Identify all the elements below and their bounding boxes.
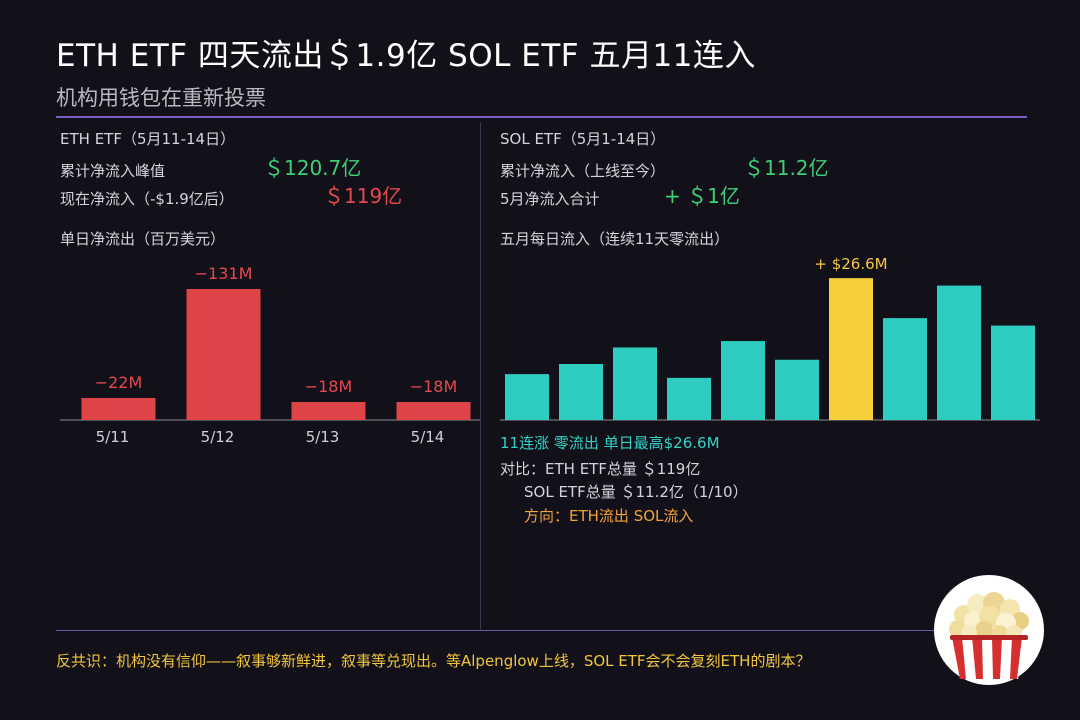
sol-cum-value: ＄11.2亿 [744, 156, 829, 180]
compare-line-eth: 对比：ETH ETF总量 ＄119亿 [500, 460, 701, 478]
eth-tick-label: 5/11 [96, 428, 130, 446]
eth-outflow-chart: −22M 5/11 −131M 5/12 −18M 5/13 −18M 5/14 [60, 264, 480, 446]
eth-bar-label: −22M [95, 373, 143, 392]
sol-inflow-chart: + $26.6M [500, 255, 1040, 421]
eth-bar-label: −18M [305, 377, 353, 396]
sol-summary: 11连涨 零流出 单日最高$26.6M [500, 434, 720, 452]
eth-bar [81, 398, 156, 420]
sol-bar [991, 325, 1035, 420]
sol-may-value: + ＄1亿 [664, 184, 740, 208]
eth-peak-label: 累计净流入峰值 [60, 162, 166, 180]
footer-divider [56, 630, 1027, 631]
column-divider [480, 122, 481, 630]
sol-bar [613, 347, 657, 420]
page-subtitle: 机构用钱包在重新投票 [56, 86, 266, 110]
sol-bar [721, 341, 765, 420]
eth-heading: ETH ETF（5月11-14日） [60, 130, 236, 148]
sol-bar [559, 364, 603, 420]
eth-bar [291, 402, 366, 420]
eth-tick-label: 5/13 [306, 428, 340, 446]
sol-bar-label: + $26.6M [814, 255, 887, 273]
eth-chart-caption: 单日净流出（百万美元） [60, 230, 226, 248]
sol-bar [667, 377, 711, 420]
sol-may-label: 5月净流入合计 [500, 190, 600, 208]
sol-bar [883, 318, 927, 420]
eth-bar-label: −18M [410, 377, 458, 396]
eth-peak-value: ＄120.7亿 [264, 156, 362, 180]
eth-bar [396, 402, 471, 420]
eth-bar-label: −131M [195, 264, 253, 283]
sol-bar [775, 359, 819, 420]
sol-bar [937, 285, 981, 420]
eth-tick-label: 5/12 [201, 428, 235, 446]
eth-now-value: ＄119亿 [324, 184, 403, 208]
sol-bar-peak [829, 278, 873, 420]
eth-now-label: 现在净流入（-$1.9亿后） [60, 190, 234, 208]
eth-bar [186, 289, 261, 420]
direction-note: 方向：ETH流出 SOL流入 [524, 507, 694, 525]
page-title: ETH ETF 四天流出＄1.9亿 SOL ETF 五月11连入 [56, 38, 756, 74]
sol-cum-label: 累计净流入（上线至今） [500, 162, 666, 180]
sol-bar [505, 374, 549, 420]
sol-chart-caption: 五月每日流入（连续11天零流出） [500, 230, 730, 248]
title-divider [56, 116, 1027, 118]
sol-heading: SOL ETF（5月1-14日） [500, 130, 666, 148]
compare-line-sol: SOL ETF总量 ＄11.2亿（1/10） [524, 483, 748, 501]
popcorn-icon [934, 575, 1044, 685]
eth-tick-label: 5/14 [411, 428, 445, 446]
footer-text: 反共识：机构没有信仰——叙事够新鲜进，叙事等兑现出。等Alpenglow上线，S… [56, 652, 811, 670]
